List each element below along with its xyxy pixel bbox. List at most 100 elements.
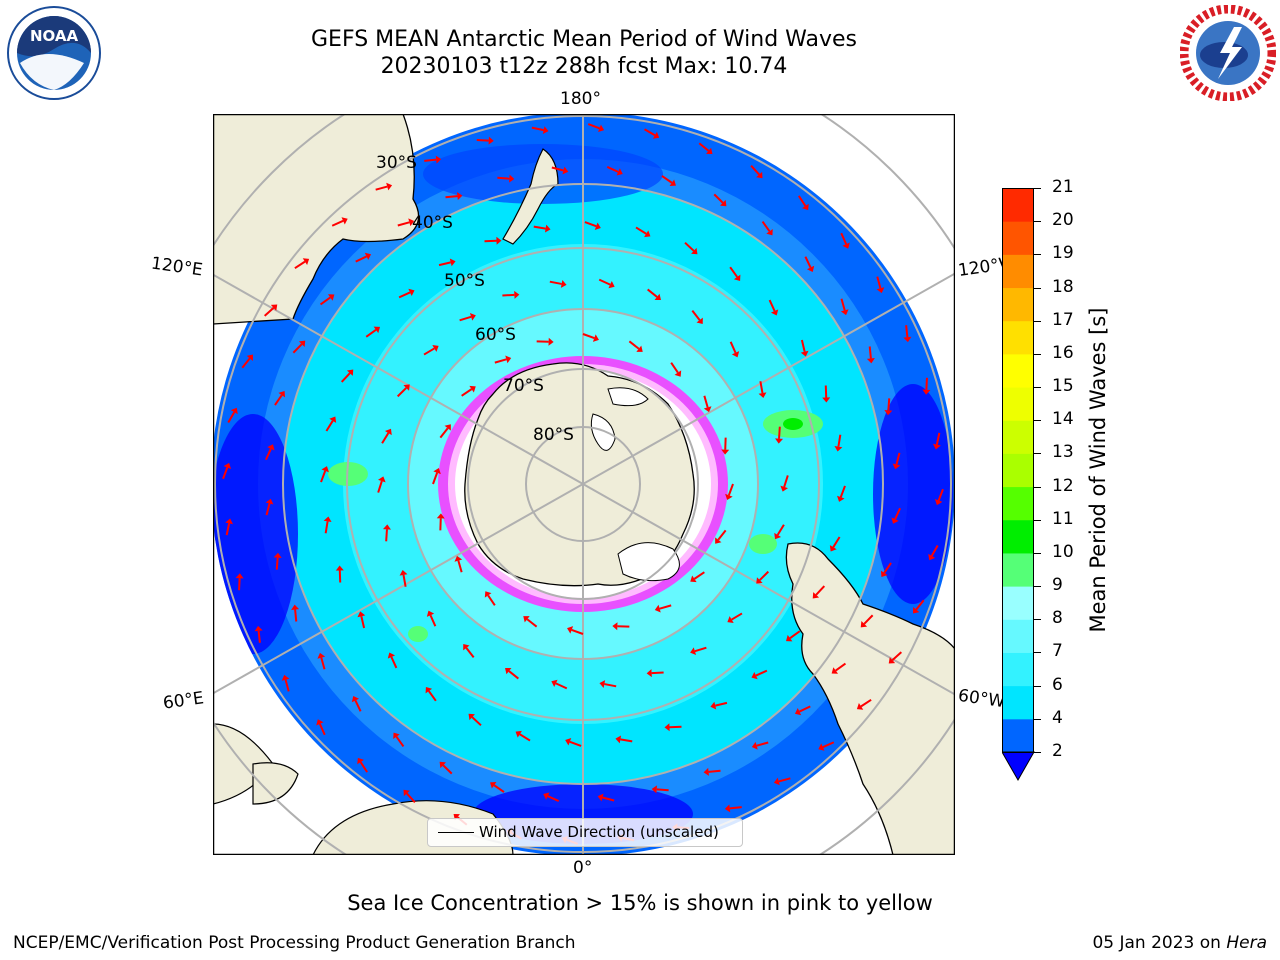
wave-direction-arrow [620, 738, 633, 743]
wave-direction-arrow [606, 166, 619, 173]
wave-direction-arrow [691, 309, 701, 321]
wave-direction-arrow [839, 485, 846, 498]
wave-direction-arrow [365, 329, 377, 338]
wave-direction-arrow [863, 614, 874, 625]
wave-direction-arrowhead [278, 391, 286, 398]
wave-direction-arrowhead [758, 392, 767, 398]
wave-direction-arrowhead [690, 647, 697, 656]
wave-direction-arrowhead [794, 707, 802, 716]
wave-direction-arrowhead [387, 652, 396, 659]
polar-map [213, 114, 955, 855]
colorbar-segment [1002, 387, 1034, 421]
wave-direction-arrow [569, 740, 582, 747]
wave-direction-arrow [755, 669, 768, 677]
wave-direction-arrowhead [543, 792, 550, 800]
wave-direction-arrow [840, 232, 848, 245]
wave-direction-arrowhead [378, 476, 386, 483]
wave-direction-arrowhead [432, 344, 439, 352]
wave-direction-arrow [799, 705, 811, 713]
wave-direction-arrowhead [254, 625, 263, 632]
wave-direction-arrow [476, 139, 489, 142]
wave-direction-arrowhead [298, 340, 306, 347]
wave-direction-arrow [800, 339, 806, 352]
wave-direction-arrowhead [592, 334, 599, 342]
wave-direction-arrowhead [436, 513, 445, 519]
lat-label: 40°S [412, 213, 453, 233]
wave-direction-arrowhead [346, 369, 354, 376]
wave-direction-arrowhead [509, 174, 515, 183]
wave-direction-arrowhead [651, 785, 657, 794]
wave-direction-arrowhead [230, 407, 238, 415]
colorbar-segment [1002, 619, 1034, 653]
colorbar-tick [1034, 586, 1041, 588]
wave-direction-arrowhead [652, 131, 660, 139]
wave-direction-arrowhead [265, 498, 274, 505]
colorbar-tick-label: 13 [1052, 442, 1074, 463]
wave-direction-arrow [222, 467, 229, 480]
wave-direction-arrowhead [505, 667, 512, 675]
colorbar-segment [1002, 420, 1034, 454]
colorbar-segment [1002, 685, 1034, 720]
wave-direction-arrowhead [505, 355, 512, 364]
colorbar-segment [1002, 486, 1034, 521]
wave-direction-arrowhead [496, 236, 502, 245]
wave-direction-arrowhead [780, 485, 788, 492]
wave-direction-arrowhead [544, 224, 551, 233]
wave-direction-arrowhead [770, 309, 779, 316]
wave-direction-arrow [656, 788, 669, 792]
wave-direction-arrow [935, 432, 941, 445]
wave-direction-arrowhead [922, 389, 931, 395]
wave-direction-arrowhead [806, 265, 815, 273]
colorbar-segment [1002, 188, 1034, 222]
wave-direction-arrow [324, 521, 329, 534]
wave-direction-arrowhead [594, 222, 601, 230]
colorbar-tick [1034, 619, 1041, 621]
wave-direction-arrowhead [856, 703, 864, 710]
wave-direction-arrow [708, 769, 721, 773]
wave-direction-arrowhead [690, 575, 697, 583]
wave-direction-arrow [778, 426, 781, 439]
colorbar-tick [1034, 221, 1041, 223]
wave-direction-arrowhead [703, 406, 712, 413]
colorbar-tick-label: 17 [1052, 309, 1074, 330]
chart-title: GEFS MEAN Antarctic Mean Period of Wind … [311, 27, 857, 52]
wave-direction-arrowhead [866, 358, 875, 364]
wave-direction-arrow [555, 682, 568, 690]
wave-direction-arrow [381, 432, 390, 444]
wave-direction-arrow [340, 372, 351, 383]
wave-direction-arrowhead [393, 732, 400, 740]
lat-label: 80°S [533, 425, 574, 445]
run-date-text: 05 Jan 2023 on [1092, 933, 1221, 953]
wave-direction-arrowhead [725, 493, 733, 500]
colorbar-tick [1034, 685, 1041, 687]
lon-label-60e: 60°E [161, 688, 206, 714]
wave-direction-arrow [815, 585, 826, 596]
wave-direction-arrow [915, 599, 925, 611]
wave-direction-arrow [604, 683, 617, 688]
wave-direction-arrow [494, 358, 507, 364]
wave-direction-arrowhead [822, 397, 831, 403]
wave-direction-arrow [445, 195, 458, 199]
colorbar-tick [1034, 519, 1041, 521]
wave-direction-arrow [776, 524, 785, 536]
colorbar-tick-label: 8 [1052, 608, 1063, 629]
wave-direction-arrowhead [766, 228, 773, 236]
wave-direction-arrow [883, 562, 892, 574]
wave-direction-arrowhead [664, 723, 670, 732]
wave-direction-arrow [895, 452, 901, 465]
wave-direction-arrowhead [449, 258, 456, 267]
wave-direction-arrowhead [469, 312, 476, 321]
wave-direction-arrow [937, 488, 944, 501]
wave-direction-arrow [359, 761, 369, 773]
colorbar-tick-label: 7 [1052, 641, 1063, 662]
wave-direction-arrow [835, 662, 847, 672]
wave-direction-arrowhead [615, 735, 622, 744]
wave-direction-arrowhead [880, 570, 888, 577]
wave-direction-arrow [227, 411, 236, 423]
wave-direction-arrow [355, 255, 367, 263]
wave-direction-arrow [275, 557, 279, 570]
wave-direction-arrowhead [616, 168, 623, 176]
wave-direction-arrow [497, 176, 510, 180]
wave-direction-arrowhead [654, 293, 661, 301]
wave-direction-arrowhead [876, 287, 885, 294]
